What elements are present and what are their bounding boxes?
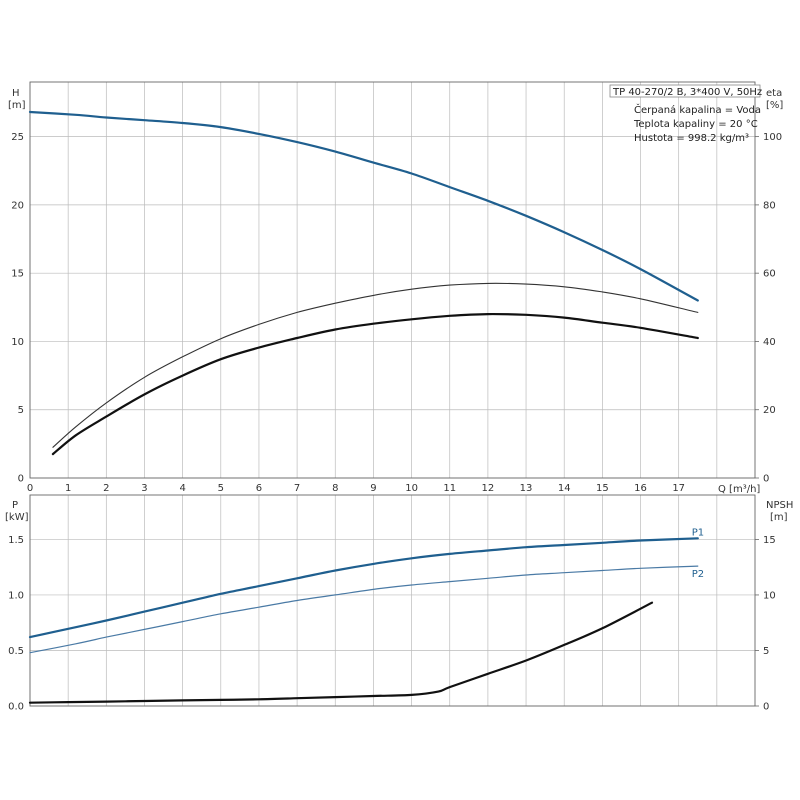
y-right-tick-label: 100 <box>763 132 782 143</box>
x-tick-label: 9 <box>370 483 376 494</box>
top-left-axis-unit: [m] <box>8 100 26 111</box>
y-left-tick-label: 1.0 <box>8 590 24 601</box>
y-right-tick-label: 15 <box>763 535 776 546</box>
x-tick-label: 12 <box>482 483 495 494</box>
series-line-1-2 <box>28 601 654 704</box>
x-tick-label: 16 <box>634 483 647 494</box>
bottom-right-axis-unit: [m] <box>770 512 788 523</box>
x-tick-label: 3 <box>141 483 147 494</box>
y-left-tick-label: 15 <box>11 269 24 280</box>
x-tick-label: 14 <box>558 483 571 494</box>
x-tick-label: 10 <box>405 483 418 494</box>
plot-frame <box>29 494 756 707</box>
y-left-tick-label: 10 <box>11 337 24 348</box>
plot-frame <box>29 81 756 479</box>
y-left-tick-label: 1.5 <box>8 535 24 546</box>
top-right-axis-title: eta <box>766 88 782 99</box>
y-right-tick-label: 0 <box>763 474 769 485</box>
x-tick-label: 6 <box>256 483 262 494</box>
y-left-tick-label: 20 <box>11 200 24 211</box>
series-p2-line <box>29 565 699 654</box>
series-label-p1: P1 <box>692 527 704 538</box>
x-tick-label: 11 <box>443 483 456 494</box>
y-left-tick-label: 25 <box>11 132 24 143</box>
y-right-tick-label: 5 <box>763 646 769 657</box>
x-tick-label: 4 <box>179 483 185 494</box>
bottom-left-axis-unit: [kW] <box>5 512 29 523</box>
y-left-tick-label: 0 <box>18 474 24 485</box>
top-right-axis-unit: [%] <box>766 100 783 111</box>
y-right-tick-label: 80 <box>763 200 776 211</box>
info-line-3: Hustota = 998.2 kg/m³ <box>634 133 749 144</box>
x-tick-label: 5 <box>218 483 224 494</box>
top-left-axis-title: H <box>12 88 20 99</box>
y-left-tick-label: 0.0 <box>8 702 24 713</box>
y-left-tick-label: 0.5 <box>8 646 24 657</box>
series-label-p2: P2 <box>692 569 704 580</box>
x-axis-title: Q [m³/h] <box>718 484 760 495</box>
info-line-1: Čerpaná kapalina = Voda <box>634 103 761 116</box>
x-tick-label: 15 <box>596 483 609 494</box>
series-line-0-0 <box>28 110 699 302</box>
x-tick-label: 13 <box>520 483 533 494</box>
series-layer: P1 P2 <box>28 110 704 704</box>
series-line-0-2 <box>51 312 699 456</box>
bottom-left-axis-title: P <box>12 500 18 511</box>
series-line-0-1 <box>52 282 699 448</box>
series-p1-line <box>28 537 699 639</box>
bottom-right-axis-title: NPSH <box>766 500 793 511</box>
y-right-tick-label: 20 <box>763 405 776 416</box>
x-tick-label: 2 <box>103 483 109 494</box>
y-left-tick-label: 5 <box>18 405 24 416</box>
info-line-2: Teplota kapaliny = 20 °C <box>633 119 758 130</box>
y-right-tick-label: 40 <box>763 337 776 348</box>
x-tick-label: 8 <box>332 483 338 494</box>
y-right-tick-label: 0 <box>763 702 769 713</box>
info-box: TP 40-270/2 B, 3*400 V, 50Hz Čerpaná kap… <box>609 84 762 144</box>
x-tick-label: 1 <box>65 483 71 494</box>
top-grid <box>29 82 755 479</box>
x-tick-label: 17 <box>672 483 685 494</box>
bottom-grid <box>29 495 755 707</box>
x-tick-label: 7 <box>294 483 300 494</box>
x-tick-label: 0 <box>27 483 33 494</box>
info-model: TP 40-270/2 B, 3*400 V, 50Hz <box>612 87 762 98</box>
y-right-tick-label: 10 <box>763 590 776 601</box>
y-right-tick-label: 60 <box>763 269 776 280</box>
axes <box>29 81 756 707</box>
